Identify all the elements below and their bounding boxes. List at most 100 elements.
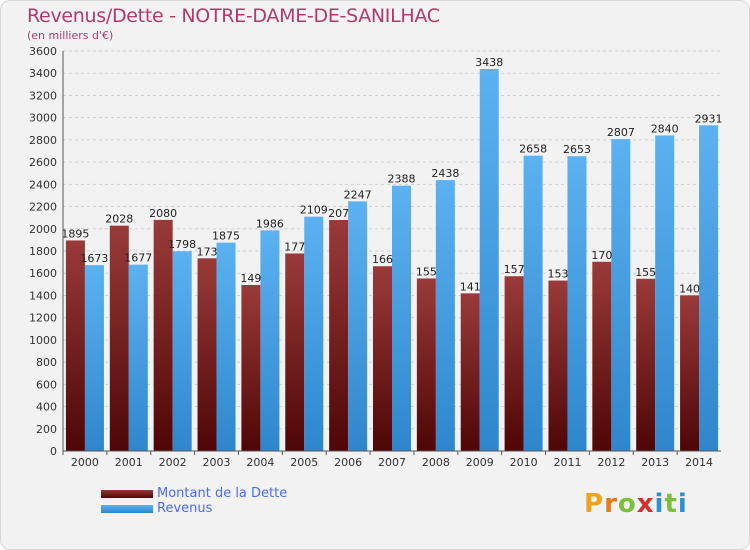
data-label-debt: 170: [591, 249, 612, 262]
bar-chart: 0 200 400 600 800 1000 1200 1400 1600 1800 2000 220…: [29, 45, 723, 469]
data-label-revenus: 2653: [563, 143, 591, 156]
x-tick-label: 2000: [71, 456, 99, 469]
logo-letter: i: [654, 489, 665, 519]
bar-revenus: [479, 69, 499, 451]
bar-debt: [548, 280, 568, 451]
x-tick-label: 2005: [290, 456, 318, 469]
y-tick-label: 200: [36, 423, 57, 436]
data-label-debt: 1895: [61, 227, 89, 240]
data-label-revenus: 2388: [388, 173, 416, 186]
data-label-debt: 155: [416, 265, 437, 278]
data-label-debt: 2028: [105, 213, 133, 226]
data-label-debt: 153: [547, 268, 568, 281]
data-label-revenus: 1677: [124, 252, 152, 265]
bar-debt: [65, 240, 85, 451]
bar-revenus: [172, 251, 192, 451]
x-tick-label: 2009: [466, 456, 494, 469]
data-label-revenus: 1798: [168, 238, 196, 251]
x-tick-label: 2012: [597, 456, 625, 469]
data-label-debt: 166: [372, 253, 393, 266]
x-tick-label: 2001: [115, 456, 143, 469]
bar-debt: [241, 285, 261, 451]
logo-letter: r: [604, 489, 618, 519]
y-tick-label: 2600: [29, 156, 57, 169]
x-tick-label: 2003: [203, 456, 231, 469]
bar-debt: [680, 295, 700, 451]
y-tick-label: 2200: [29, 201, 57, 214]
data-label-debt: 155: [635, 266, 656, 279]
bar-revenus: [699, 125, 719, 451]
data-label-debt: 140: [679, 282, 700, 295]
logo-letter: o: [617, 489, 637, 519]
axes: [62, 51, 721, 452]
bar-debt: [636, 278, 656, 451]
y-tick-label: 1000: [29, 334, 57, 347]
bars: [65, 69, 719, 451]
data-label-revenus: 1875: [212, 230, 240, 243]
bar-revenus: [523, 155, 543, 451]
y-axis-ticks: 0 200 400 600 800 1000 1200 1400 1600 1800 2000 220…: [29, 45, 57, 458]
logo-letter: x: [636, 489, 655, 519]
bar-revenus: [567, 156, 587, 451]
data-label-revenus: 2807: [607, 126, 635, 139]
chart-title: Revenus/Dette - NOTRE-DAME-DE-SANILHAC: [27, 5, 440, 27]
bar-revenus: [260, 230, 280, 451]
y-tick-label: 1800: [29, 245, 57, 258]
x-tick-label: 2011: [553, 456, 581, 469]
y-tick-label: 2800: [29, 134, 57, 147]
y-tick-label: 1600: [29, 267, 57, 280]
data-labels: 1895167320281677208017981731875149198617…: [61, 56, 722, 295]
logo-letter: i: [677, 489, 688, 519]
y-tick-label: 2400: [29, 178, 57, 191]
data-label-revenus: 2658: [519, 143, 547, 156]
proxiti-logo: Proxiti: [584, 489, 688, 519]
x-axis-ticks: 2000 2001 2002 2003 2004 2005 2006 2007 2008 2009…: [62, 451, 713, 469]
bar-revenus: [392, 185, 411, 451]
y-tick-label: 600: [36, 378, 57, 391]
bar-debt: [197, 258, 217, 451]
bar-revenus: [128, 264, 148, 451]
data-label-debt: 173: [197, 245, 218, 258]
bar-revenus: [348, 201, 368, 451]
bar-revenus: [84, 265, 104, 451]
y-tick-label: 1400: [29, 289, 57, 302]
y-tick-label: 3200: [29, 89, 57, 102]
data-label-revenus: 3438: [475, 56, 503, 69]
bar-debt: [285, 253, 305, 451]
x-tick-label: 2004: [246, 456, 274, 469]
data-label-debt: 207: [328, 207, 349, 220]
y-tick-label: 3000: [29, 112, 57, 125]
data-label-debt: 2080: [149, 207, 177, 220]
logo-letter: P: [584, 489, 605, 519]
y-tick-label: 3400: [29, 67, 57, 80]
data-label-revenus: 2840: [651, 122, 679, 135]
x-tick-label: 2007: [378, 456, 406, 469]
x-tick-label: 2010: [510, 456, 538, 469]
x-tick-label: 2014: [685, 456, 713, 469]
x-tick-label: 2013: [641, 456, 669, 469]
legend-swatch-debt: [101, 490, 153, 498]
y-tick-label: 1200: [29, 312, 57, 325]
bar-debt: [416, 278, 436, 451]
y-tick-label: 3600: [29, 45, 57, 58]
data-label-revenus: 2438: [431, 167, 459, 180]
x-tick-label: 2002: [159, 456, 187, 469]
data-label-debt: 149: [240, 272, 261, 285]
bar-debt: [153, 219, 173, 451]
bar-revenus: [304, 216, 324, 451]
legend-label-revenus: Revenus: [157, 501, 213, 516]
bar-revenus: [611, 139, 631, 451]
bar-debt: [373, 266, 392, 451]
bar-debt: [329, 220, 349, 451]
y-tick-label: 800: [36, 356, 57, 369]
y-tick-label: 400: [36, 401, 57, 414]
bar-revenus: [435, 180, 455, 451]
legend-swatch-revenus: [101, 505, 153, 513]
data-label-debt: 177: [284, 240, 305, 253]
data-label-revenus: 1673: [80, 252, 108, 265]
y-tick-label: 0: [50, 445, 57, 458]
bar-debt: [504, 276, 524, 451]
chart-subtitle: (en milliers d'€): [27, 29, 114, 42]
x-tick-label: 2006: [334, 456, 362, 469]
